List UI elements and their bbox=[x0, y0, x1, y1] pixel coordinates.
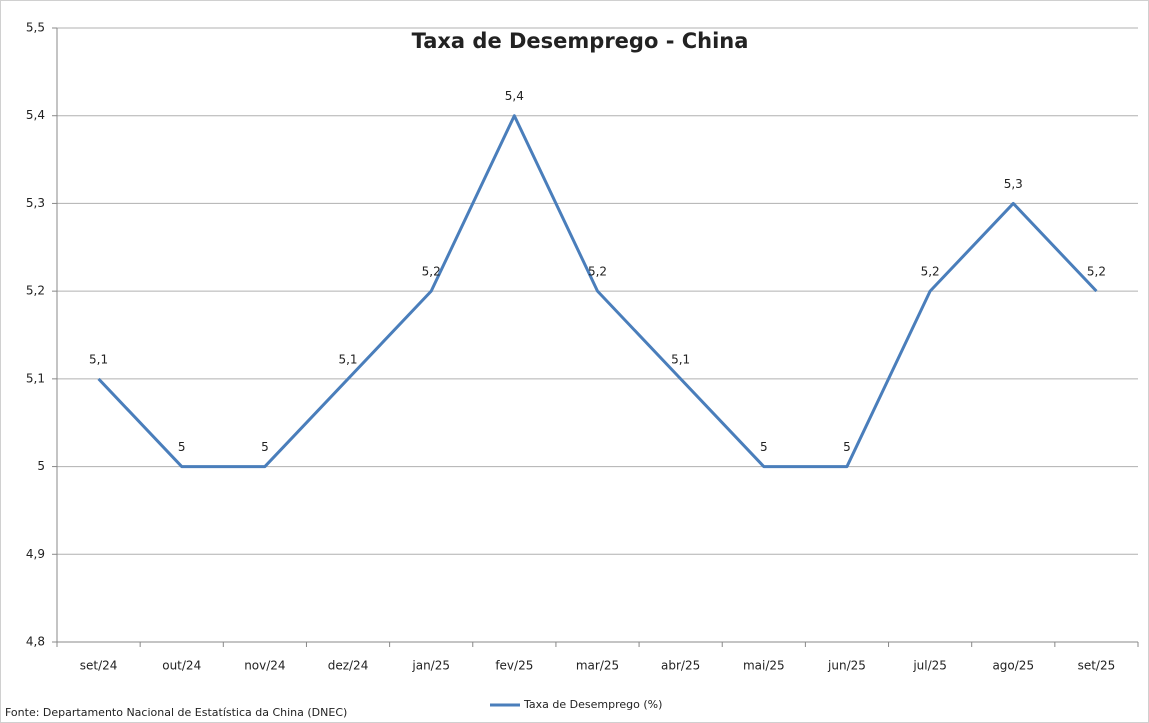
data-line bbox=[97, 114, 1098, 469]
data-label: 5 bbox=[843, 440, 851, 454]
y-tick-label: 4,8 bbox=[26, 635, 45, 649]
y-tick-label: 5,2 bbox=[26, 284, 45, 298]
x-tick-label: fev/25 bbox=[495, 659, 533, 673]
data-label: 5 bbox=[760, 440, 768, 454]
data-label: 5,3 bbox=[1004, 177, 1023, 191]
data-label: 5,2 bbox=[422, 265, 441, 279]
data-label: 5 bbox=[261, 440, 269, 454]
data-label: 5,1 bbox=[89, 352, 108, 366]
x-tick-label: out/24 bbox=[162, 659, 201, 673]
data-label: 5,4 bbox=[505, 89, 524, 103]
x-tick-label: mai/25 bbox=[743, 659, 785, 673]
x-tick-label: jan/25 bbox=[411, 659, 450, 673]
data-label: 5,2 bbox=[588, 265, 607, 279]
source-note: Fonte: Departamento Nacional de Estatíst… bbox=[5, 706, 347, 719]
y-tick-label: 5,3 bbox=[26, 196, 45, 210]
y-tick-label: 5,5 bbox=[26, 21, 45, 35]
data-label: 5,1 bbox=[671, 352, 690, 366]
x-tick-label: ago/25 bbox=[992, 659, 1034, 673]
x-tick-label: dez/24 bbox=[328, 659, 369, 673]
x-tick-label: set/25 bbox=[1078, 659, 1116, 673]
data-label: 5,2 bbox=[1087, 265, 1106, 279]
data-label: 5 bbox=[178, 440, 186, 454]
x-tick-label: nov/24 bbox=[244, 659, 285, 673]
y-tick-label: 5,1 bbox=[26, 371, 45, 385]
legend-label: Taxa de Desemprego (%) bbox=[523, 698, 662, 711]
x-tick-label: jul/25 bbox=[912, 659, 947, 673]
x-tick-label: jun/25 bbox=[827, 659, 866, 673]
data-label: 5,2 bbox=[921, 265, 940, 279]
chart-title: Taxa de Desemprego - China bbox=[412, 29, 749, 53]
x-tick-label: abr/25 bbox=[661, 659, 700, 673]
y-tick-label: 5 bbox=[37, 459, 45, 473]
y-tick-label: 5,4 bbox=[26, 108, 45, 122]
x-tick-label: set/24 bbox=[80, 659, 118, 673]
x-tick-label: mar/25 bbox=[576, 659, 619, 673]
data-label: 5,1 bbox=[338, 352, 357, 366]
y-tick-label: 4,9 bbox=[26, 547, 45, 561]
